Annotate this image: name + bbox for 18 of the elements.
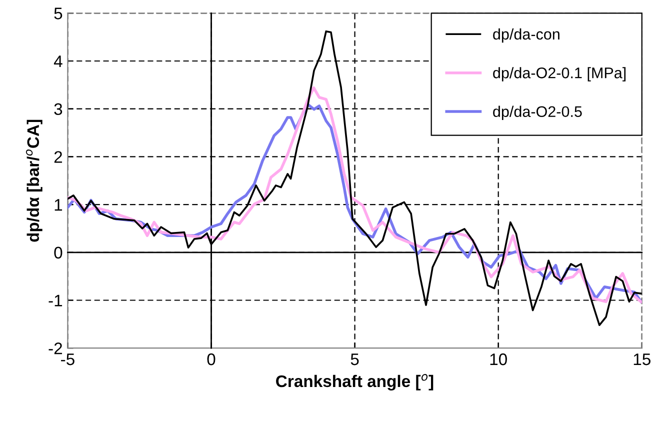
- x-tick-label: 0: [207, 353, 216, 366]
- legend-label: dp/da-con: [493, 28, 560, 43]
- x-tick-label: 15: [634, 354, 650, 366]
- y-axis-title: dp/dα [bar/$^{o}$CA]: [26, 120, 42, 242]
- y-tick-label: -1: [48, 294, 62, 306]
- y-tick-label: 1: [54, 199, 62, 211]
- y-tick-label: -2: [48, 342, 62, 354]
- legend-label: dp/da-O2-0.5: [493, 106, 582, 120]
- legend-label: dp/da-O2-0.1 [MPa]: [493, 67, 626, 82]
- x-tick-label: -5: [61, 354, 74, 366]
- y-tick-label: 3: [54, 103, 62, 116]
- x-tick-label: 5: [350, 354, 359, 366]
- x-tick-label: 10: [490, 353, 507, 366]
- y-tick-label: 0: [54, 246, 62, 259]
- y-tick-label: 4: [54, 56, 62, 68]
- x-axis-title: Crankshaft angle [$^{o}$]: [276, 374, 434, 390]
- y-tick-label: 2: [54, 151, 62, 163]
- y-tick-label: 5: [54, 8, 62, 20]
